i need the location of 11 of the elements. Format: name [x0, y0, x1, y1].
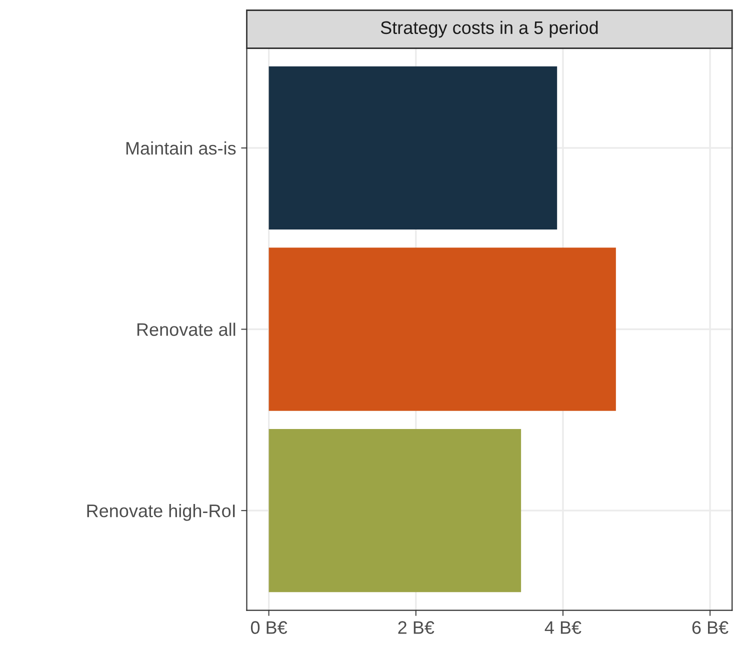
y-tick-label: Maintain as-is	[126, 141, 236, 155]
y-tick-label: Renovate all	[137, 322, 236, 336]
bar	[268, 66, 558, 230]
bar	[268, 248, 616, 411]
x-tick-label: 0 B€	[250, 621, 288, 634]
x-tick-label: 2 B€	[398, 621, 434, 634]
chart-title: Strategy costs in a 5 period	[380, 20, 598, 38]
x-tick-label: 4 B€	[544, 621, 582, 634]
y-tick-label: Renovate high-RoI	[87, 504, 235, 521]
x-tick-label: 6 B€	[692, 621, 728, 634]
bar	[268, 428, 522, 592]
